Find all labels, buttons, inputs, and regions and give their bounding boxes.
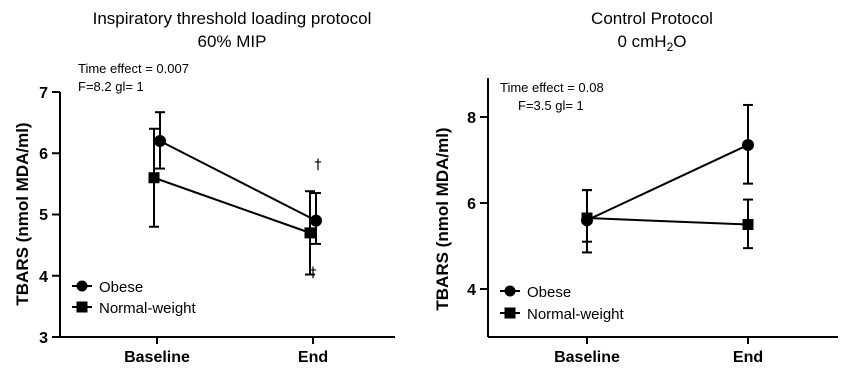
left-significance-dagger-obese: † (315, 157, 322, 173)
left-category-baseline: Baseline (124, 349, 190, 366)
left-legend-obese-marker (76, 280, 88, 292)
left-y-axis-title: TBARS (nmol MDA/ml) (13, 122, 32, 305)
left-category-end: End (298, 349, 328, 366)
right-category-end: End (733, 349, 763, 366)
right-ytick-label-8: 8 (467, 110, 476, 127)
left-title-line1: Inspiratory threshold loading protocol (93, 9, 372, 28)
right-point-obese-end (742, 138, 754, 151)
right-legend-normal-label: Normal-weight (527, 306, 625, 323)
right-legend-normal-marker (504, 307, 516, 319)
left-annotation-time-effect: Time effect = 0.007 (78, 61, 189, 76)
right-point-normal-weight-baseline (581, 212, 593, 224)
right-legend-obese-label: Obese (527, 284, 571, 301)
right-legend: Obese Normal-weight (500, 284, 625, 323)
left-data-marks (148, 111, 322, 276)
left-legend-normal-label: Normal-weight (99, 300, 197, 317)
left-ytick-label-5: 5 (39, 207, 48, 224)
right-series-line-normal-weight (586, 217, 749, 226)
right-category-baseline: Baseline (554, 349, 620, 366)
right-data-marks (581, 103, 754, 254)
right-panel: Control Protocol 0 cmH2O Time effect = 0… (433, 9, 838, 366)
left-point-obese-baseline (154, 135, 166, 147)
left-point-obese-end (310, 214, 322, 227)
left-ytick-label-4: 4 (39, 269, 48, 286)
left-ytick-label-7: 7 (39, 85, 48, 102)
left-legend-normal-marker (76, 301, 88, 313)
right-y-ticks: 8 6 4 (467, 110, 488, 299)
left-panel: Inspiratory threshold loading protocol 6… (13, 9, 395, 366)
left-title-line2: 60% MIP (198, 32, 267, 51)
left-legend-obese-label: Obese (99, 279, 143, 296)
left-legend: Obese Normal-weight (72, 279, 197, 317)
right-title-line1: Control Protocol (591, 9, 713, 28)
right-title-line2: 0 cmH2O (617, 32, 686, 54)
left-annotation-f-stat: F=8.2 gl= 1 (78, 79, 144, 94)
right-legend-obese-marker (504, 285, 516, 297)
left-ytick-label-3: 3 (39, 330, 48, 347)
right-y-axis-title: TBARS (nmol MDA/ml) (433, 127, 452, 310)
left-point-normal-weight-baseline (148, 172, 160, 184)
left-series-line-normal-weight (153, 176, 311, 234)
left-point-normal-weight-end (304, 227, 316, 239)
right-annotation-time-effect: Time effect = 0.08 (500, 80, 604, 95)
left-series-line-obese (159, 140, 317, 222)
right-series-line-obese (586, 144, 749, 222)
right-ytick-label-4: 4 (467, 282, 476, 299)
left-significance-dagger-normal: † (310, 265, 317, 281)
right-ytick-label-6: 6 (467, 196, 476, 213)
left-ytick-label-6: 6 (39, 146, 48, 163)
right-point-normal-weight-end (742, 219, 754, 230)
right-annotation-f-stat: F=3.5 gl= 1 (518, 98, 584, 113)
left-y-ticks: 7 6 5 4 3 (39, 85, 60, 347)
